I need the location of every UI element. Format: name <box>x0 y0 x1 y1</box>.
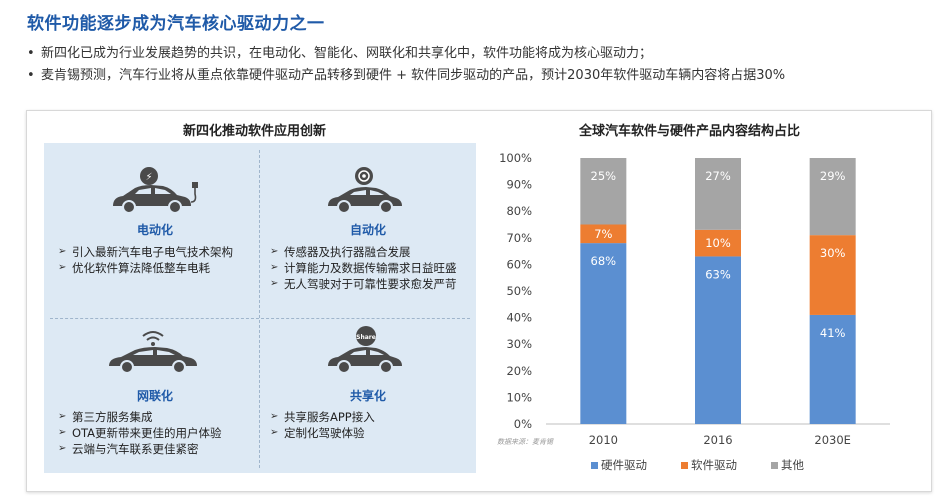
list-item: 云端与汽车联系更佳紧密 <box>58 441 258 457</box>
legend-swatch <box>771 461 778 469</box>
vertical-divider <box>259 150 260 468</box>
legend-item: 其他 <box>771 457 804 473</box>
svg-text:⚡: ⚡ <box>145 172 152 183</box>
data-label: 10% <box>705 236 731 250</box>
list-item: OTA更新带来更佳的用户体验 <box>58 425 258 441</box>
y-tick-label: 80% <box>506 204 532 218</box>
quadrant-connectivity: 网联化 第三方服务集成 OTA更新带来更佳的用户体验 云端与汽车联系更佳紧密 <box>47 322 263 472</box>
data-label: 68% <box>591 254 617 268</box>
bar-segment <box>580 158 627 225</box>
data-label: 25% <box>591 169 617 183</box>
bar-segment <box>695 256 741 424</box>
list-item: 无人驾驶对于可靠性要求愈发严苛 <box>270 276 475 292</box>
bar-segment <box>809 158 856 236</box>
quadrant-sharing: Share 共享化 共享服务APP接入 定制化驾驶体验 <box>260 322 476 472</box>
y-tick-label: 100% <box>499 151 532 165</box>
legend-label: 硬件驱动 <box>601 458 647 472</box>
y-tick-label: 10% <box>506 390 532 404</box>
y-tick-label: 30% <box>506 337 532 351</box>
bar-segment <box>580 243 627 424</box>
data-label: 63% <box>705 267 731 281</box>
x-tick-label: 2030E <box>814 433 851 447</box>
electric-car-icon: ⚡ <box>113 167 198 214</box>
bullet-dot: • <box>27 68 35 83</box>
list-item: 共享服务APP接入 <box>270 409 470 425</box>
legend-swatch <box>591 461 598 469</box>
list-item: 优化软件算法降低整车电耗 <box>58 260 253 276</box>
y-tick-label: 40% <box>506 311 532 325</box>
quadrant-list: 引入最新汽车电子电气技术架构 优化软件算法降低整车电耗 <box>58 244 253 276</box>
legend-swatch <box>681 461 688 469</box>
bullet-text: 新四化已成为行业发展趋势的共识，在电动化、智能化、网联化和共享化中，软件功能将成… <box>41 46 653 61</box>
list-item: 定制化驾驶体验 <box>270 425 470 441</box>
connected-car-icon <box>109 331 197 374</box>
list-item: 第三方服务集成 <box>58 409 258 425</box>
bar-segment <box>695 229 741 257</box>
chart-source: 数据来源：麦肯锡 <box>497 438 553 446</box>
quadrant-electrification: ⚡ 电动化 引入最新汽车电子电气技术架构 优化软件算法降低整车电耗 <box>47 160 263 310</box>
bar-segment <box>809 314 856 424</box>
quadrant-list: 第三方服务集成 OTA更新带来更佳的用户体验 云端与汽车联系更佳紧密 <box>58 409 258 457</box>
y-tick-label: 50% <box>506 284 532 298</box>
data-label: 29% <box>820 169 846 183</box>
y-tick-label: 90% <box>506 178 532 192</box>
share-icon-label: Share <box>356 334 376 341</box>
chart-title: 全球汽车软件与硬件产品内容结构占比 <box>579 124 801 139</box>
quadrant-list: 传感器及执行器融合发展 计算能力及数据传输需求日益旺盛 无人驾驶对于可靠性要求愈… <box>270 244 475 292</box>
x-tick-label: 2010 <box>589 433 618 447</box>
chart-legend: 硬件驱动 软件驱动 其他 <box>591 457 804 473</box>
legend-label: 其他 <box>781 458 804 472</box>
intro-bullets: • 新四化已成为行业发展趋势的共识，在电动化、智能化、网联化和共享化中，软件功能将… <box>27 43 785 87</box>
horizontal-divider <box>50 318 470 319</box>
left-panel-title: 新四化推动软件应用创新 <box>183 124 327 139</box>
list-item: 计算能力及数据传输需求日益旺盛 <box>270 260 475 276</box>
data-label: 41% <box>820 326 846 340</box>
bar-segment <box>695 158 741 230</box>
quadrant-label: 网联化 <box>136 389 173 403</box>
legend-item: 软件驱动 <box>681 457 737 473</box>
legend-label: 软件驱动 <box>691 458 737 472</box>
list-item: 传感器及执行器融合发展 <box>270 244 475 260</box>
y-tick-label: 60% <box>506 257 532 271</box>
y-tick-label: 70% <box>506 231 532 245</box>
page-title: 软件功能逐步成为汽车核心驱动力之一 <box>27 14 325 34</box>
data-label: 30% <box>820 246 846 260</box>
autonomous-car-icon <box>328 167 402 214</box>
bullet-item: • 新四化已成为行业发展趋势的共识，在电动化、智能化、网联化和共享化中，软件功能将… <box>27 43 785 65</box>
list-item: 引入最新汽车电子电气技术架构 <box>58 244 253 260</box>
quadrant-list: 共享服务APP接入 定制化驾驶体验 <box>270 409 470 441</box>
shared-car-icon: Share <box>328 326 402 374</box>
y-tick-label: 20% <box>506 364 532 378</box>
bullet-item: • 麦肯锡预测，汽车行业将从重点依靠硬件驱动产品转移到硬件 + 软件同步驱动的产品… <box>27 65 785 87</box>
quadrant-label: 电动化 <box>136 223 173 237</box>
bullet-text: 麦肯锡预测，汽车行业将从重点依靠硬件驱动产品转移到硬件 + 软件同步驱动的产品，… <box>41 68 786 83</box>
y-tick-label: 0% <box>514 417 532 431</box>
legend-item: 硬件驱动 <box>591 457 647 473</box>
bar-segment <box>580 224 627 244</box>
data-label: 7% <box>594 227 612 241</box>
bar-segment <box>809 235 856 315</box>
quadrant-automation: 自动化 传感器及执行器融合发展 计算能力及数据传输需求日益旺盛 无人驾驶对于可靠… <box>260 160 476 310</box>
quadrant-label: 共享化 <box>349 389 386 403</box>
x-tick-label: 2016 <box>703 433 732 447</box>
stacked-bar-chart: 0% 10% 20% 30% 40% 50% 60% 70% 80% 90% 100% 68% 7% 25… <box>499 151 890 447</box>
quadrant-label: 自动化 <box>349 223 386 237</box>
data-label: 27% <box>705 169 731 183</box>
bullet-dot: • <box>27 46 35 61</box>
